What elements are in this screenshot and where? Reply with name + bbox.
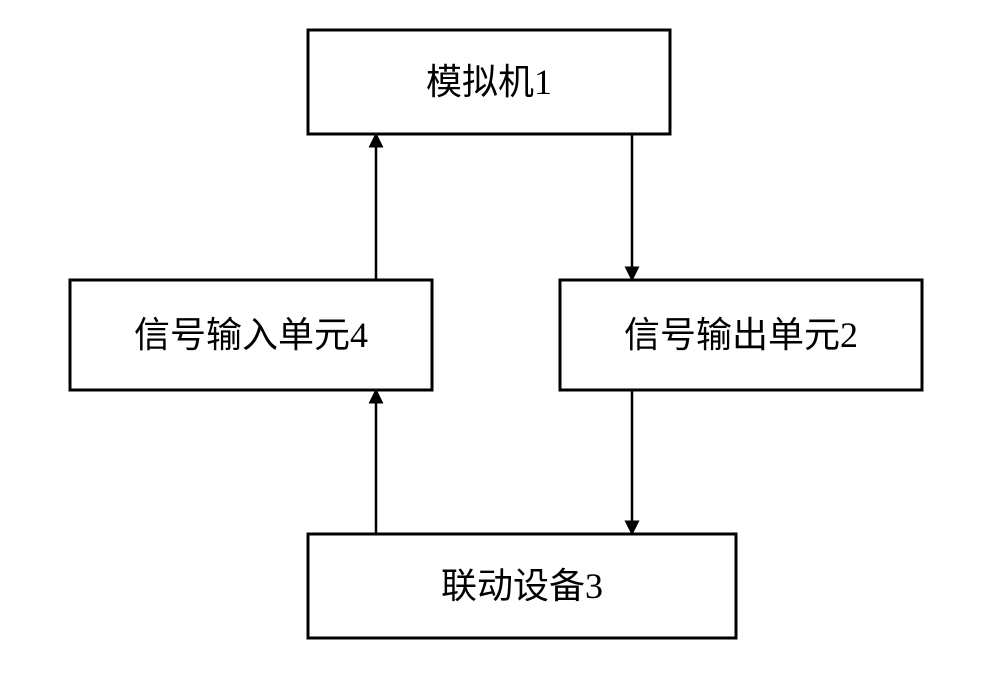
- node-label-output: 信号输出单元2: [624, 315, 858, 355]
- flow-diagram: 模拟机1 信号输入单元4 信号输出单元2 联动设备3: [0, 0, 1000, 687]
- node-label-input: 信号输入单元4: [134, 315, 368, 355]
- node-label-linkage: 联动设备3: [441, 566, 603, 606]
- node-label-simulator: 模拟机1: [426, 62, 552, 102]
- node-input: 信号输入单元4: [70, 280, 432, 390]
- node-output: 信号输出单元2: [560, 280, 922, 390]
- node-linkage: 联动设备3: [308, 534, 736, 638]
- node-simulator: 模拟机1: [308, 30, 670, 134]
